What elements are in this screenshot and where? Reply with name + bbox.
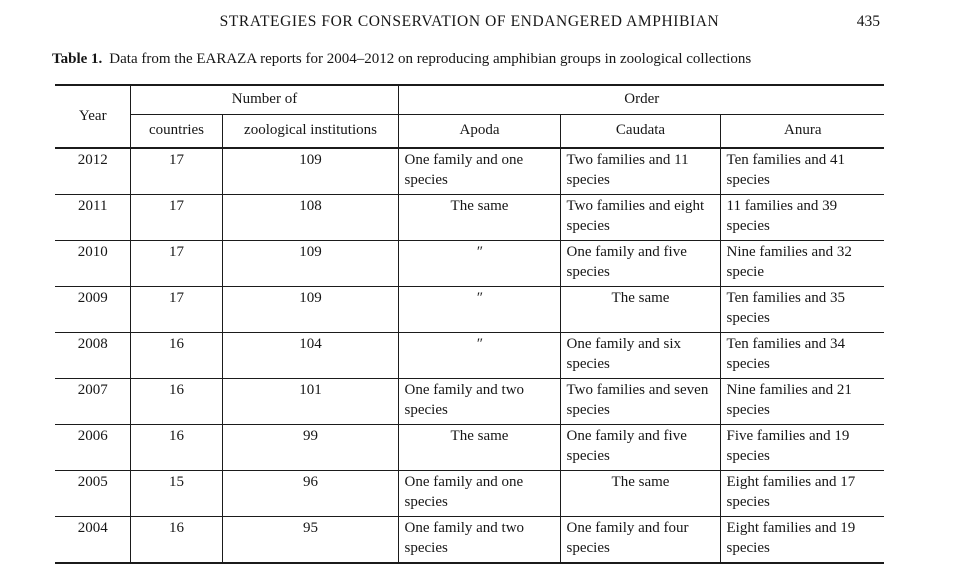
anura-cell: Nine families and 21 species [719, 378, 885, 425]
year-cell: 2011 [55, 194, 131, 241]
table-row: 2006 16 99 The same One family and five … [55, 424, 885, 471]
apoda-cell: One family and two species [397, 516, 561, 564]
apoda-cell: The same [397, 194, 561, 241]
anura-cell: Ten families and 41 species [719, 147, 885, 195]
countries-cell: 17 [129, 286, 223, 333]
table-row: 2007 16 101 One family and two species T… [55, 378, 885, 425]
caudata-cell: Two families and eight species [559, 194, 721, 241]
header-apoda: Apoda [397, 114, 561, 149]
year-cell: 2012 [55, 147, 131, 195]
anura-cell: Eight families and 17 species [719, 470, 885, 517]
countries-cell: 16 [129, 424, 223, 471]
anura-cell: Five families and 19 species [719, 424, 885, 471]
institutions-cell: 99 [221, 424, 399, 471]
header-row-columns: countries zoological institutions Apoda … [55, 114, 885, 149]
apoda-cell: One family and one species [397, 470, 561, 517]
header-year: Year [55, 84, 131, 149]
caudata-cell: One family and six species [559, 332, 721, 379]
anura-cell: Ten families and 35 species [719, 286, 885, 333]
countries-cell: 15 [129, 470, 223, 517]
anura-cell: Eight families and 19 species [719, 516, 885, 564]
caudata-cell: The same [559, 286, 721, 333]
institutions-cell: 109 [221, 240, 399, 287]
caudata-cell: One family and five species [559, 424, 721, 471]
institutions-cell: 95 [221, 516, 399, 564]
caudata-cell: The same [559, 470, 721, 517]
table-caption: Table 1. Data from the EARAZA reports for… [52, 50, 904, 70]
countries-cell: 16 [129, 378, 223, 425]
caudata-cell: Two families and 11 species [559, 147, 721, 195]
table-row: 2010 17 109 ″ One family and five specie… [55, 240, 885, 287]
apoda-cell: One family and two species [397, 378, 561, 425]
table-row: 2012 17 109 One family and one species T… [55, 147, 885, 195]
year-cell: 2010 [55, 240, 131, 287]
countries-cell: 17 [129, 147, 223, 195]
countries-cell: 17 [129, 194, 223, 241]
data-table: Year Number of Order countries zoologica… [55, 84, 885, 564]
countries-cell: 17 [129, 240, 223, 287]
anura-cell: 11 families and 39 species [719, 194, 885, 241]
header-anura: Anura [719, 114, 885, 149]
year-cell: 2005 [55, 470, 131, 517]
running-head: STRATEGIES FOR CONSERVATION OF ENDANGERE… [55, 13, 884, 35]
header-row-groups: Year Number of Order [55, 84, 885, 149]
year-cell: 2004 [55, 516, 131, 564]
header-zoological-institutions: zoological institutions [221, 114, 399, 149]
caption-label: Table 1. [52, 51, 103, 67]
header-number-of: Number of [129, 84, 399, 115]
institutions-cell: 104 [221, 332, 399, 379]
apoda-cell: One family and one species [397, 147, 561, 195]
header-caudata: Caudata [559, 114, 721, 149]
table-row: 2011 17 108 The same Two families and ei… [55, 194, 885, 241]
apoda-cell-ditto: ″ [397, 240, 561, 287]
page-title: STRATEGIES FOR CONSERVATION OF ENDANGERE… [219, 13, 720, 30]
header-order: Order [397, 84, 885, 115]
caudata-cell: One family and five species [559, 240, 721, 287]
institutions-cell: 109 [221, 147, 399, 195]
countries-cell: 16 [129, 332, 223, 379]
year-cell: 2008 [55, 332, 131, 379]
table-header: Year Number of Order countries zoologica… [55, 84, 885, 149]
table-body: 2012 17 109 One family and one species T… [55, 147, 885, 564]
year-cell: 2006 [55, 424, 131, 471]
institutions-cell: 101 [221, 378, 399, 425]
caudata-cell: Two families and seven species [559, 378, 721, 425]
caudata-cell: One family and four species [559, 516, 721, 564]
apoda-cell-ditto: ″ [397, 286, 561, 333]
apoda-cell-ditto: ″ [397, 332, 561, 379]
page-number: 435 [856, 13, 880, 30]
year-cell: 2007 [55, 378, 131, 425]
anura-cell: Nine families and 32 specie [719, 240, 885, 287]
table-row: 2005 15 96 One family and one species Th… [55, 470, 885, 517]
table-row: 2008 16 104 ″ One family and six species… [55, 332, 885, 379]
institutions-cell: 108 [221, 194, 399, 241]
institutions-cell: 109 [221, 286, 399, 333]
anura-cell: Ten families and 34 species [719, 332, 885, 379]
table-row: 2004 16 95 One family and two species On… [55, 516, 885, 564]
caption-text: Data from the EARAZA reports for 2004–20… [109, 51, 752, 67]
countries-cell: 16 [129, 516, 223, 564]
apoda-cell: The same [397, 424, 561, 471]
table-row: 2009 17 109 ″ The same Ten families and … [55, 286, 885, 333]
year-cell: 2009 [55, 286, 131, 333]
institutions-cell: 96 [221, 470, 399, 517]
header-countries: countries [129, 114, 223, 149]
